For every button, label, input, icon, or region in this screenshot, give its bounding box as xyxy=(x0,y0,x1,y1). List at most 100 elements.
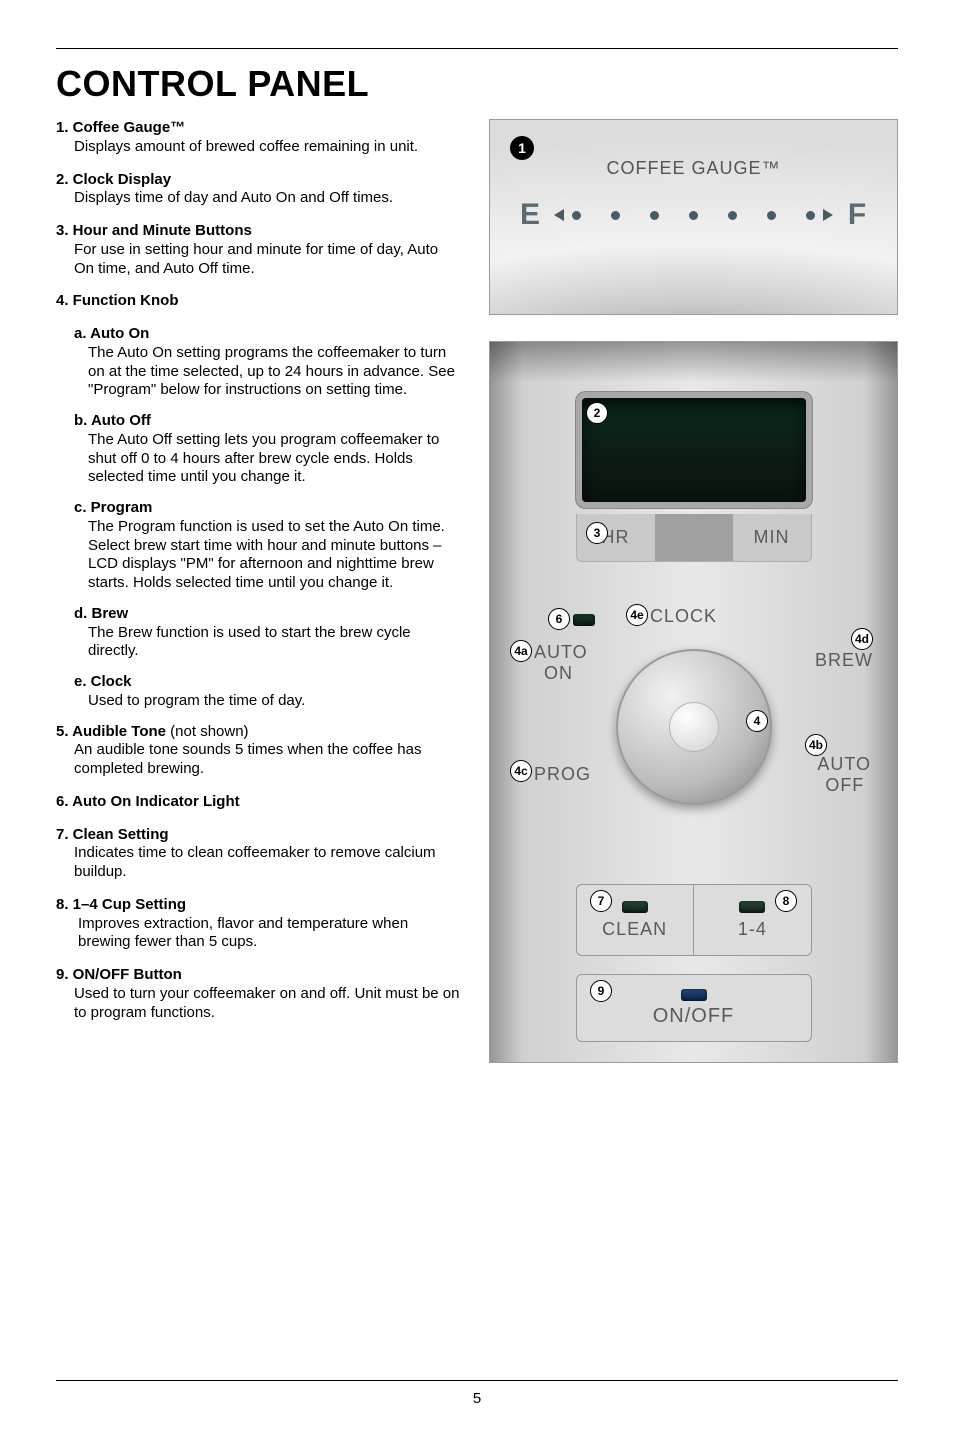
cups-led xyxy=(739,901,765,913)
label-auto2: AUTO xyxy=(817,754,871,774)
item-3: 3. Hour and Minute Buttons For use in se… xyxy=(56,222,461,278)
label-auto: AUTO xyxy=(534,642,588,662)
callout-7: 7 xyxy=(590,890,612,912)
item-9: 9. ON/OFF Button Used to turn your coffe… xyxy=(56,966,461,1022)
sub-e: e. Clock Used to program the time of day… xyxy=(74,673,461,711)
gauge-dot xyxy=(806,211,815,220)
page-title: CONTROL PANEL xyxy=(56,63,898,105)
hr-min-buttons: HR MIN xyxy=(576,514,812,562)
item-9-desc: Used to turn your coffeemaker on and off… xyxy=(56,985,461,1023)
item-3-title: 3. Hour and Minute Buttons xyxy=(56,222,461,241)
gauge-e: E xyxy=(506,198,554,232)
sub-a-desc: The Auto On setting programs the coffeem… xyxy=(74,344,461,400)
callout-9: 9 xyxy=(590,980,612,1002)
onoff-label: ON/OFF xyxy=(653,1005,735,1028)
right-column: 1 COFFEE GAUGE™ E F xyxy=(489,119,898,1063)
auto-on-led xyxy=(573,614,595,626)
label-clock: CLOCK xyxy=(650,606,717,627)
item-3-desc: For use in setting hour and minute for t… xyxy=(56,241,461,279)
item-2-desc: Displays time of day and Auto On and Off… xyxy=(56,189,461,208)
knob-area: 6 CLOCK 4e AUTO ON 4a BREW 4d 4 PROG 4c … xyxy=(490,592,897,862)
onoff-led xyxy=(681,989,707,1001)
label-auto-on: AUTO ON xyxy=(534,642,588,684)
gauge-f: F xyxy=(833,198,881,232)
callout-4b: 4b xyxy=(805,734,827,756)
label-off: OFF xyxy=(825,775,864,795)
label-on: ON xyxy=(544,663,573,683)
callout-6: 6 xyxy=(548,608,570,630)
sub-b-desc: The Auto Off setting lets you program co… xyxy=(74,431,461,487)
callout-8: 8 xyxy=(775,890,797,912)
sub-a-title: a. Auto On xyxy=(74,325,461,344)
sub-d-title: d. Brew xyxy=(74,605,461,624)
callout-1: 1 xyxy=(510,136,534,160)
coffee-gauge-figure: 1 COFFEE GAUGE™ E F xyxy=(489,119,898,315)
clean-label: CLEAN xyxy=(602,919,667,940)
gauge-dot xyxy=(611,211,620,220)
item-8-title: 8. 1–4 Cup Setting xyxy=(56,896,461,915)
item-7-title: 7. Clean Setting xyxy=(56,826,461,845)
lcd-display xyxy=(582,398,806,502)
gauge-dots xyxy=(572,211,815,220)
gauge-dot xyxy=(728,211,737,220)
item-2: 2. Clock Display Displays time of day an… xyxy=(56,171,461,209)
sub-d-desc: The Brew function is used to start the b… xyxy=(74,624,461,662)
left-column: 1. Coffee Gauge™ Displays amount of brew… xyxy=(56,119,461,1063)
content-columns: 1. Coffee Gauge™ Displays amount of brew… xyxy=(56,119,898,1063)
item-5-note: (not shown) xyxy=(166,723,249,740)
sub-b: b. Auto Off The Auto Off setting lets yo… xyxy=(74,412,461,487)
item-5: 5. Audible Tone (not shown) An audible t… xyxy=(56,723,461,779)
callout-4c: 4c xyxy=(510,760,532,782)
item-6-title: 6. Auto On Indicator Light xyxy=(56,793,461,812)
min-button: MIN xyxy=(733,514,811,561)
top-rule xyxy=(56,48,898,49)
label-auto-off: AUTO OFF xyxy=(817,754,871,796)
clean-led xyxy=(622,901,648,913)
sub-e-title: e. Clock xyxy=(74,673,461,692)
sub-c-desc: The Program function is used to set the … xyxy=(74,518,461,593)
callout-4a: 4a xyxy=(510,640,532,662)
callout-4e: 4e xyxy=(626,604,648,626)
sub-c-title: c. Program xyxy=(74,499,461,518)
panel-shadow xyxy=(490,342,897,382)
label-prog: PROG xyxy=(534,764,591,785)
gauge-label: COFFEE GAUGE™ xyxy=(490,158,897,179)
item-4-title: 4. Function Knob xyxy=(56,292,461,311)
gauge-dot xyxy=(689,211,698,220)
item-1-desc: Displays amount of brewed coffee remaini… xyxy=(56,138,461,157)
sub-e-desc: Used to program the time of day. xyxy=(74,692,461,711)
callout-4: 4 xyxy=(746,710,768,732)
gauge-dot xyxy=(767,211,776,220)
item-4: 4. Function Knob xyxy=(56,292,461,311)
page-number: 5 xyxy=(0,1390,954,1407)
chevron-right-icon xyxy=(823,209,833,221)
bottom-rule xyxy=(56,1380,898,1381)
chevron-left-icon xyxy=(554,209,564,221)
sub-items: a. Auto On The Auto On setting programs … xyxy=(56,325,461,711)
onoff-button: ON/OFF xyxy=(576,974,812,1042)
item-1-title: 1. Coffee Gauge™ xyxy=(56,119,461,138)
item-5-title: 5. Audible Tone (not shown) xyxy=(56,723,461,742)
item-1: 1. Coffee Gauge™ Displays amount of brew… xyxy=(56,119,461,157)
hrmin-divider xyxy=(655,514,733,561)
sub-d: d. Brew The Brew function is used to sta… xyxy=(74,605,461,661)
item-5-desc: An audible tone sounds 5 times when the … xyxy=(56,741,461,779)
sub-c: c. Program The Program function is used … xyxy=(74,499,461,593)
callout-2: 2 xyxy=(586,402,608,424)
sub-b-title: b. Auto Off xyxy=(74,412,461,431)
item-2-title: 2. Clock Display xyxy=(56,171,461,190)
gauge-dot xyxy=(650,211,659,220)
cups-label: 1-4 xyxy=(738,919,767,940)
item-8-desc: Improves extraction, flavor and temperat… xyxy=(56,915,461,953)
gauge-scale: E F xyxy=(490,198,897,232)
sub-a: a. Auto On The Auto On setting programs … xyxy=(74,325,461,400)
item-5-title-text: 5. Audible Tone xyxy=(56,723,166,740)
label-brew: BREW xyxy=(815,650,873,671)
callout-3: 3 xyxy=(586,522,608,544)
item-7: 7. Clean Setting Indicates time to clean… xyxy=(56,826,461,882)
control-panel-figure: 2 HR MIN 3 6 CLOCK 4e AUTO ON 4a BREW xyxy=(489,341,898,1063)
item-9-title: 9. ON/OFF Button xyxy=(56,966,461,985)
item-8: 8. 1–4 Cup Setting Improves extraction, … xyxy=(56,896,461,952)
gauge-dot xyxy=(572,211,581,220)
item-6: 6. Auto On Indicator Light xyxy=(56,793,461,812)
